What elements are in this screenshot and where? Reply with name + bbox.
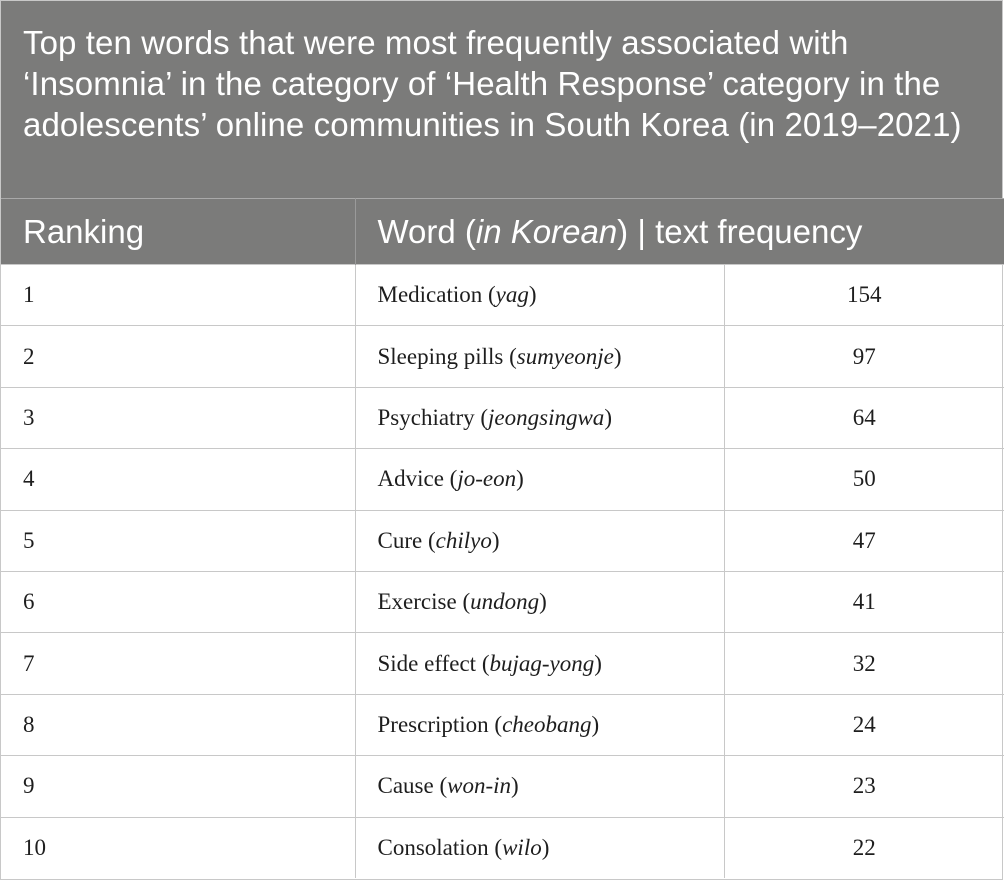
frequency-cell: 64 (724, 386, 1005, 449)
word-cell: Psychiatry (jeongsingwa) (355, 386, 725, 449)
frequency-cell: 41 (724, 570, 1005, 633)
word-cell: Side effect (bujag-yong) (355, 632, 725, 695)
word-cell: Sleeping pills (sumyeonje) (355, 325, 725, 388)
frequency-cell: 32 (724, 632, 1005, 695)
word-english: Advice (377, 466, 444, 492)
header-word-frequency: Word (in Korean) | text frequency (355, 198, 1005, 265)
table-row: 3 Psychiatry (jeongsingwa) 64 (1, 386, 1005, 449)
frequency-table: Ranking Word (in Korean) | text frequenc… (1, 198, 1005, 879)
word-english: Prescription (377, 711, 489, 737)
word-korean: bujag-yong (489, 650, 595, 676)
word-english: Medication (377, 282, 483, 308)
table-row: 7 Side effect (bujag-yong) 32 (1, 632, 1005, 695)
table-row: 6 Exercise (undong) 41 (1, 570, 1005, 633)
rank-cell: 8 (1, 693, 356, 756)
table-caption: Top ten words that were most frequently … (1, 1, 1002, 198)
word-korean: won-in (447, 773, 512, 799)
header-ranking: Ranking (1, 198, 356, 265)
table-row: 10 Consolation (wilo) 22 (1, 816, 1005, 879)
word-english: Consolation (377, 834, 489, 860)
word-cell: Advice (jo-eon) (355, 448, 725, 511)
rank-cell: 3 (1, 386, 356, 449)
header-row: Ranking Word (in Korean) | text frequenc… (1, 198, 1005, 265)
rank-cell: 2 (1, 325, 356, 388)
rank-cell: 9 (1, 755, 356, 818)
table-row: 1 Medication (yag) 154 (1, 263, 1005, 326)
table-row: 2 Sleeping pills (sumyeonje) 97 (1, 325, 1005, 388)
word-korean: yag (495, 282, 529, 308)
table-header: Ranking Word (in Korean) | text frequenc… (1, 198, 1005, 265)
frequency-cell: 154 (724, 263, 1005, 326)
header-word-suffix: ) | text frequency (617, 212, 863, 250)
word-korean: cheobang (502, 711, 592, 737)
header-word-italic: in Korean (475, 212, 618, 250)
word-cell: Cure (chilyo) (355, 509, 725, 572)
table-row: 4 Advice (jo-eon) 50 (1, 448, 1005, 511)
word-korean: undong (470, 589, 540, 615)
rank-cell: 5 (1, 509, 356, 572)
word-korean: chilyo (435, 527, 492, 553)
word-english: Exercise (377, 589, 457, 615)
word-cell: Medication (yag) (355, 263, 725, 326)
word-cell: Cause (won-in) (355, 755, 725, 818)
word-cell: Exercise (undong) (355, 570, 725, 633)
word-english: Cause (377, 773, 434, 799)
word-cell: Consolation (wilo) (355, 816, 725, 879)
rank-cell: 4 (1, 448, 356, 511)
word-english: Cure (377, 527, 423, 553)
table-row: 9 Cause (won-in) 23 (1, 755, 1005, 818)
table-body: 1 Medication (yag) 154 2 Sleeping pills (su… (1, 263, 1005, 879)
rank-cell: 10 (1, 816, 356, 879)
frequency-cell: 24 (724, 693, 1005, 756)
word-english: Side effect (377, 650, 477, 676)
frequency-cell: 97 (724, 325, 1005, 388)
frequency-cell: 23 (724, 755, 1005, 818)
table-row: 5 Cure (chilyo) 47 (1, 509, 1005, 572)
word-korean: wilo (502, 834, 542, 860)
rank-cell: 6 (1, 570, 356, 633)
table-row: 8 Prescription (cheobang) 24 (1, 693, 1005, 756)
frequency-cell: 50 (724, 448, 1005, 511)
word-english: Sleeping pills (377, 343, 504, 369)
frequency-cell: 47 (724, 509, 1005, 572)
word-korean: sumyeonje (516, 343, 614, 369)
frequency-cell: 22 (724, 816, 1005, 879)
word-english: Psychiatry (377, 404, 475, 430)
word-cell: Prescription (cheobang) (355, 693, 725, 756)
rank-cell: 7 (1, 632, 356, 695)
word-korean: jeongsingwa (488, 404, 605, 430)
word-korean: jo-eon (457, 466, 517, 492)
header-word-prefix: Word ( (377, 212, 476, 250)
rank-cell: 1 (1, 263, 356, 326)
